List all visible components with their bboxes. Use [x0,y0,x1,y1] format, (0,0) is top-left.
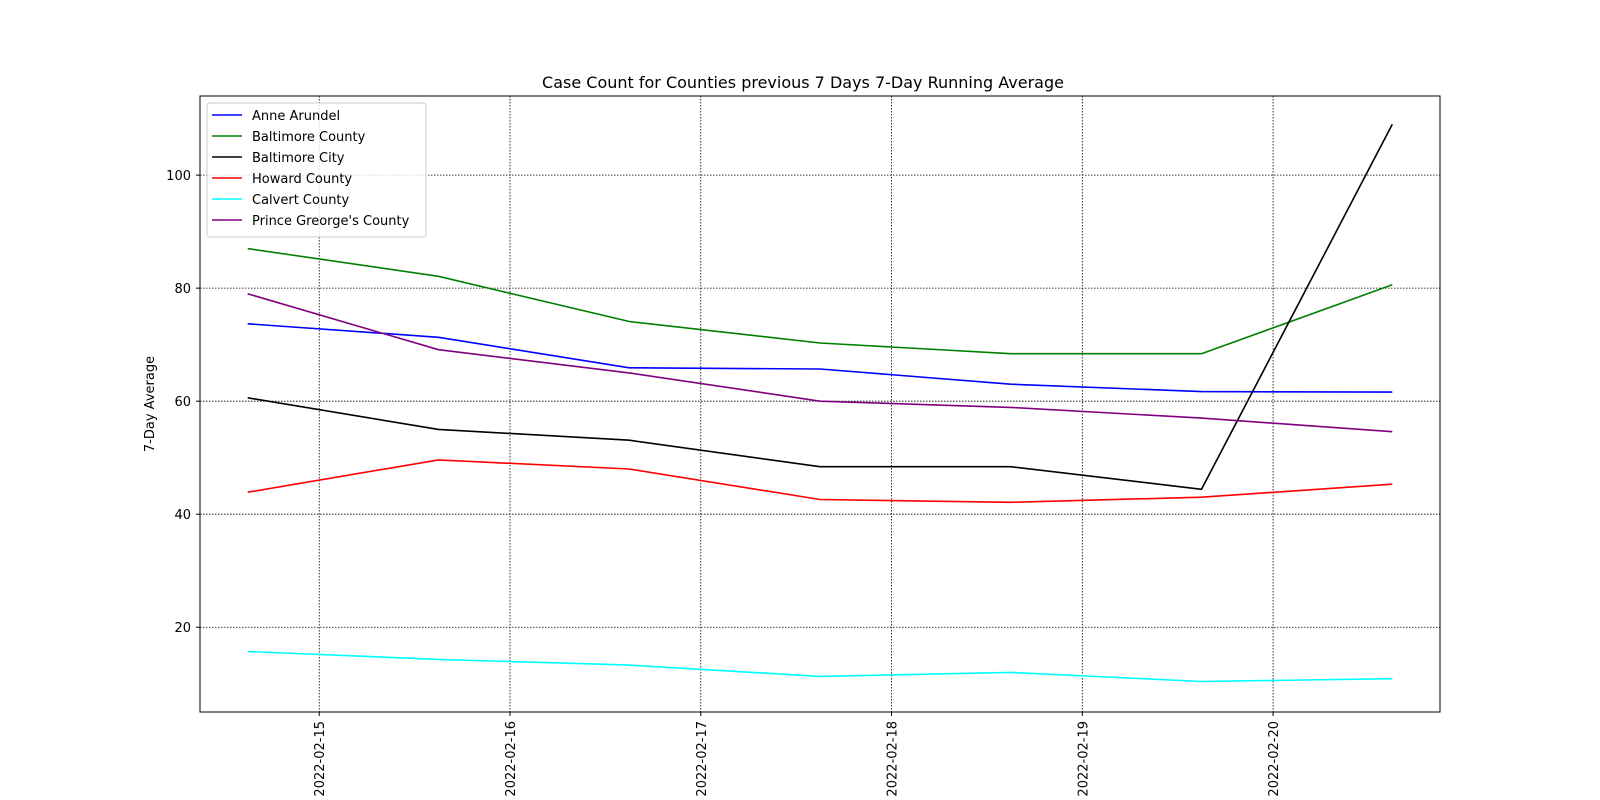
y-tick-label: 100 [166,169,191,184]
legend-box [206,102,427,238]
legend-label: Baltimore City [252,151,345,166]
x-tick-label: 2022-02-20 [1267,721,1282,797]
x-tick-label: 2022-02-15 [313,721,328,797]
y-tick-label: 80 [174,282,191,297]
y-tick-label: 40 [174,508,191,523]
y-axis: 20 40 60 80 100 [166,169,200,636]
series-line-2 [247,247,1393,355]
x-tick-label: 2022-02-16 [504,721,519,797]
series-line-4 [247,459,1393,504]
legend-label: Anne Arundel [252,109,340,124]
series-lines [247,123,1394,683]
series-line-6 [247,293,1393,433]
x-tick-label: 2022-02-19 [1076,721,1091,797]
y-tick-label: 60 [174,395,191,410]
legend-label: Calvert County [252,193,350,208]
series-line-3 [247,123,1394,491]
x-tick-label: 2022-02-18 [886,721,901,797]
x-tick-label: 2022-02-17 [695,721,710,797]
y-tick-label: 20 [174,621,191,636]
y-axis-label: 7-Day Average [143,356,158,452]
plot-frame [199,95,1441,713]
series-line-5 [247,650,1393,683]
gridlines [200,96,1440,712]
legend-label: Baltimore County [252,130,366,145]
legend: Anne Arundel Baltimore County Baltimore Ci… [206,102,427,238]
x-axis: 2022-02-15 2022-02-16 2022-02-17 2022-02-18… [313,712,1282,797]
legend-label: Prince Greorge's County [252,214,410,229]
chart-title: Case Count for Counties previous 7 Days … [542,73,1064,92]
series-line-1 [247,323,1393,393]
legend-label: Howard County [252,172,352,187]
